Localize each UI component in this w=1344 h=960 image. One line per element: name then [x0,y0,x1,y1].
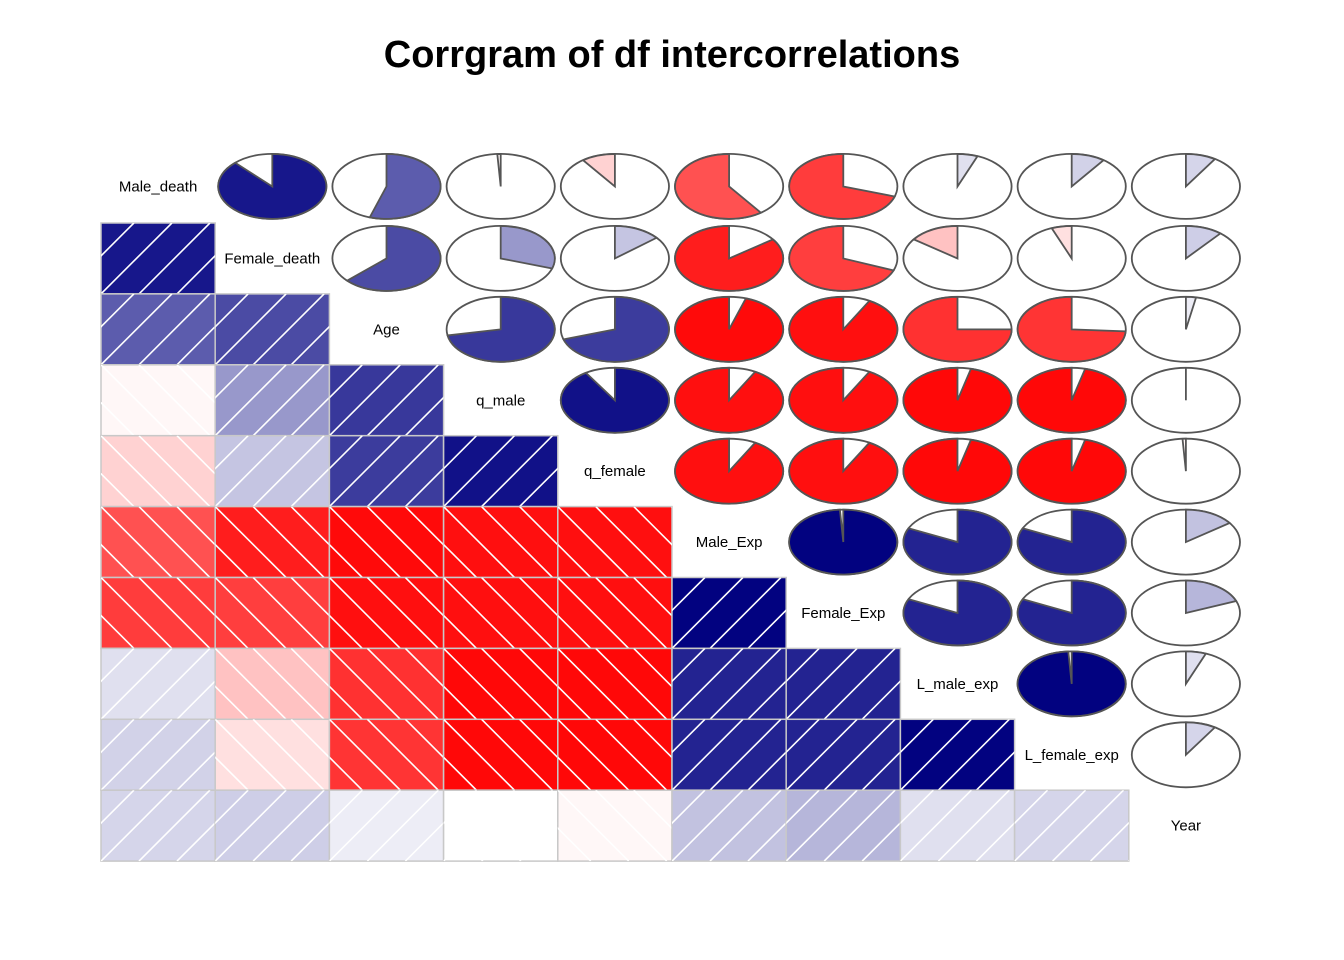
variable-label: q_male [476,392,525,409]
shade-cell [100,576,216,650]
pie-cell [1130,437,1241,505]
variable-label: Age [373,321,400,338]
shade-cell [557,505,673,579]
pie-cell [674,437,785,505]
variable-label: Year [1171,818,1201,835]
shade-cell [785,789,902,862]
pie-cell [788,508,899,576]
pie-cell [217,152,328,220]
pie-cell [1016,437,1127,505]
shade-cell [100,718,216,791]
shade-cell [785,718,902,791]
shade-cell [671,647,787,721]
shade-cell [899,718,1016,791]
pie-cell [1130,295,1241,363]
shade-cell [442,434,559,508]
shade-cell [328,364,445,437]
shade-cell [557,647,673,721]
shade-cell [442,647,559,721]
shade-cell [214,364,331,437]
pie-cell [331,224,442,292]
shade-cell [442,789,559,862]
pie-cell [1016,366,1127,434]
pie-cell [902,295,1013,363]
shade-cell [671,576,787,650]
shade-cell [214,576,331,650]
pie-cell [788,437,899,505]
pie-cell [445,152,556,220]
pie-cell [1130,721,1241,789]
shade-cell [214,647,331,721]
shade-cell [785,647,902,721]
pie-cell [1130,508,1241,576]
shade-cell [328,505,445,579]
shade-cell [100,789,216,862]
shade-cell [671,789,787,862]
corrgram-cells: Male_death Female_death Age q_male q_female M… [100,152,1241,862]
shade-cell [899,789,1016,862]
pie-cell [559,224,670,292]
pie-cell [674,152,785,220]
variable-label: L_male_exp [917,676,999,693]
pie-cell [559,152,670,220]
variable-label: Female_death [224,250,320,267]
pie-cell [445,224,556,292]
shade-cell [214,293,331,366]
variable-label: Female_Exp [801,605,885,622]
pie-cell [1016,650,1127,718]
pie-cell [674,366,785,434]
shade-cell [442,505,559,579]
shade-cell [214,434,331,508]
shade-cell [442,576,559,650]
pie-cell [1016,224,1127,292]
pie-cell [1130,650,1241,718]
shade-cell [328,718,445,791]
pie-cell [1130,152,1241,220]
pie-cell [1016,579,1127,647]
shade-cell [328,789,445,862]
pie-cell [788,224,899,292]
variable-label: q_female [584,463,646,480]
pie-cell [1130,579,1241,647]
variable-label: Male_death [119,178,197,195]
pie-cell [331,152,442,220]
pie-cell [1016,295,1127,363]
pie-cell [902,437,1013,505]
shade-cell [328,647,445,721]
pie-cell [902,579,1013,647]
shade-cell [100,222,216,295]
shade-cell [328,434,445,508]
shade-cell [557,789,673,862]
pie-cell [788,152,899,220]
pie-cell [902,152,1013,220]
pie-cell [1016,508,1127,576]
pie-cell [902,224,1013,292]
pie-cell [559,366,670,434]
pie-cell [788,295,899,363]
pie-cell [1130,366,1241,434]
pie-cell [445,295,556,363]
shade-cell [214,505,331,579]
pie-cell [1130,224,1241,292]
pie-cell [902,366,1013,434]
pie-cell [674,224,785,292]
pie-cell [559,295,670,363]
shade-cell [557,718,673,791]
variable-label: L_female_exp [1025,747,1119,764]
shade-cell [1013,789,1130,862]
chart-title: Corrgram of df intercorrelations [383,34,961,76]
pie-cell [1016,152,1127,220]
pie-cell [674,295,785,363]
variable-label: Male_Exp [696,534,763,551]
pie-cell [788,366,899,434]
pie-cell [902,508,1013,576]
shade-cell [557,576,673,650]
